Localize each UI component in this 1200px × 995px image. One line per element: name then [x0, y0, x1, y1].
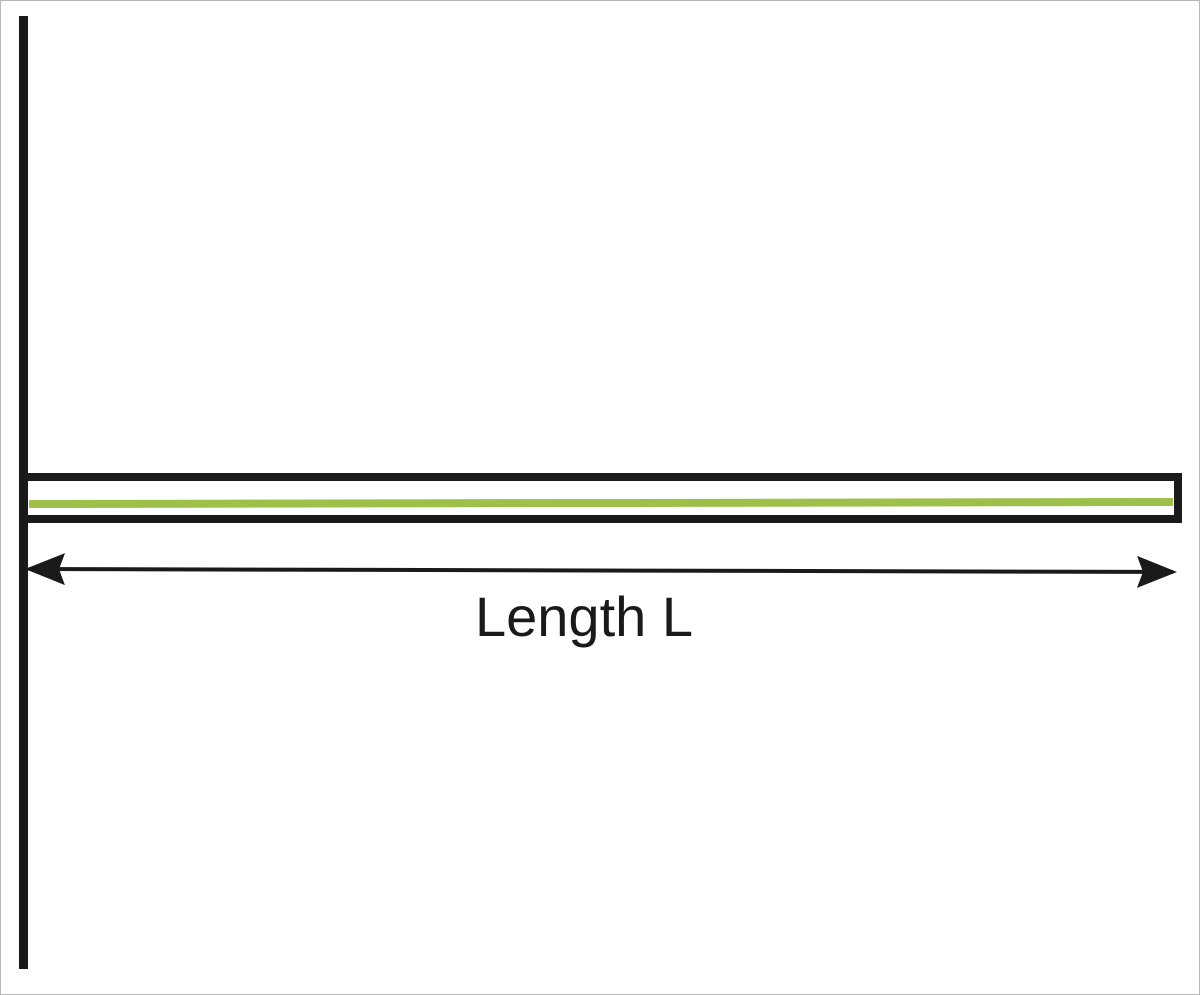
beam-center-line: [28, 498, 1174, 508]
length-label: Length L: [475, 585, 693, 648]
beam: [20, 473, 1182, 523]
length-dimension-arrow: [25, 553, 1177, 588]
